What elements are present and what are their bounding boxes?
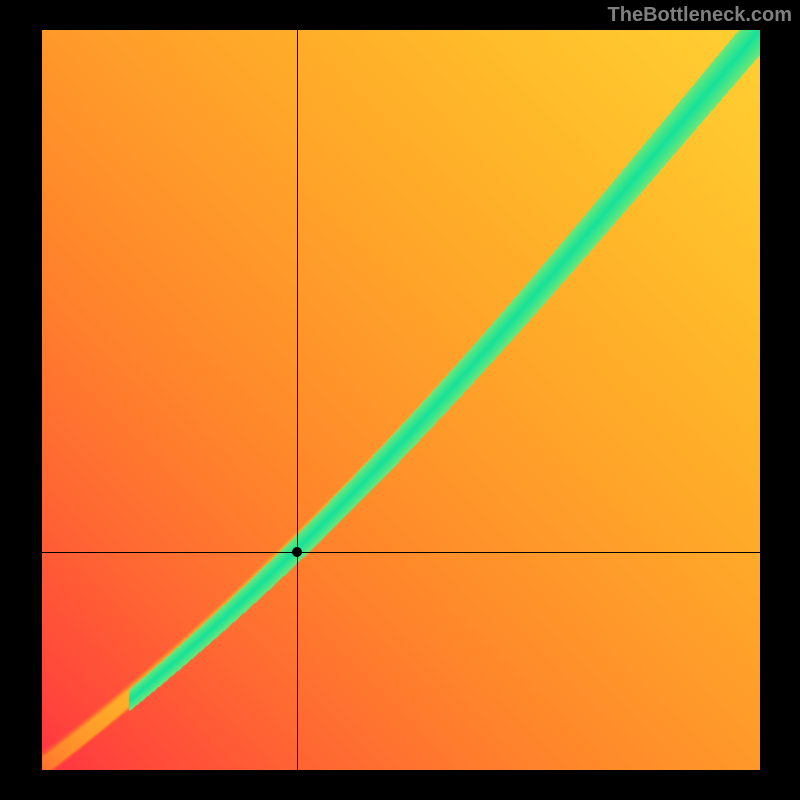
crosshair-horizontal [42,552,760,553]
crosshair-vertical [297,30,298,770]
data-point [292,547,302,557]
chart-container: TheBottleneck.com [0,0,800,800]
watermark: TheBottleneck.com [608,4,792,27]
heatmap-canvas [42,30,760,770]
